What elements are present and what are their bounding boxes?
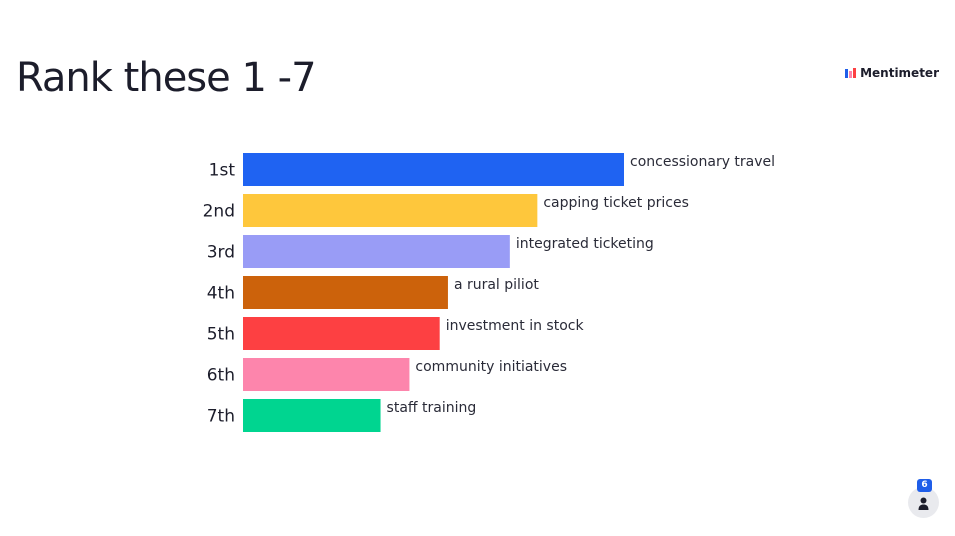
participants-indicator[interactable]: 6 [908,479,939,518]
ranking-bar [243,276,448,309]
bar-option-label: concessionary travel [630,154,775,170]
page-title: Rank these 1 -7 [16,55,317,101]
rank-label: 5th [207,325,235,345]
bar-option-label: investment in stock [446,318,585,334]
rank-label: 6th [207,366,235,386]
bar-option-label: integrated ticketing [516,236,654,252]
rank-label: 1st [209,161,236,181]
mentimeter-logo-icon [845,68,857,78]
brand-name: Mentimeter [860,66,939,80]
bar-option-label: capping ticket prices [543,195,689,211]
bar-option-label: a rural piliot [454,277,539,293]
ranking-bar [243,194,538,227]
ranking-bar [243,399,381,432]
brand-logo: Mentimeter [845,66,939,80]
participant-count-badge: 6 [917,479,932,492]
ranking-bar [243,358,410,391]
rank-label: 2nd [203,202,235,222]
bar-option-label: community initiatives [415,359,567,375]
ranking-bar [243,317,440,350]
person-icon [918,497,929,510]
rank-label: 7th [207,407,235,427]
rank-label: 4th [207,284,235,304]
rank-label: 3rd [207,243,235,263]
bar-option-label: staff training [387,400,477,416]
ranking-bar [243,235,510,268]
ranking-bar [243,153,624,186]
